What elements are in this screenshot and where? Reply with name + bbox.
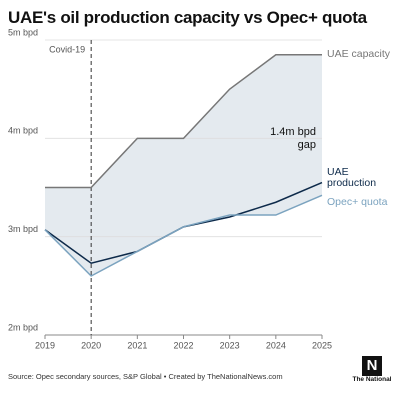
y-tick-label: 2m bpd bbox=[8, 322, 38, 332]
x-tick-label: 2024 bbox=[266, 340, 286, 350]
y-tick-label: 5m bpd bbox=[8, 27, 38, 37]
x-tick-label: 2019 bbox=[35, 340, 55, 350]
series-label: UAE capacity bbox=[327, 48, 391, 60]
y-tick-label: 4m bpd bbox=[8, 126, 38, 136]
series-label: Opec+ quota bbox=[327, 196, 388, 208]
covid-label: Covid-19 bbox=[49, 44, 85, 54]
x-tick-label: 2022 bbox=[173, 340, 193, 350]
logo: N The National bbox=[350, 356, 394, 383]
series-line bbox=[44, 194, 323, 277]
series-label: UAE production bbox=[327, 166, 377, 189]
chart-title: UAE's oil production capacity vs Opec+ q… bbox=[8, 8, 367, 27]
gap-annotation: 1.4m bpd gap bbox=[270, 126, 316, 151]
x-tick-label: 2023 bbox=[220, 340, 240, 350]
logo-mark: N bbox=[362, 356, 382, 376]
gap-area bbox=[45, 54, 322, 276]
series-line bbox=[45, 54, 322, 189]
y-tick-label: 3m bpd bbox=[8, 224, 38, 234]
x-tick-label: 2020 bbox=[81, 340, 101, 350]
x-tick-label: 2025 bbox=[312, 340, 332, 350]
logo-text: The National bbox=[352, 376, 392, 383]
x-tick-label: 2021 bbox=[127, 340, 147, 350]
source: Source: Opec secondary sources, S&P Glob… bbox=[8, 372, 283, 381]
